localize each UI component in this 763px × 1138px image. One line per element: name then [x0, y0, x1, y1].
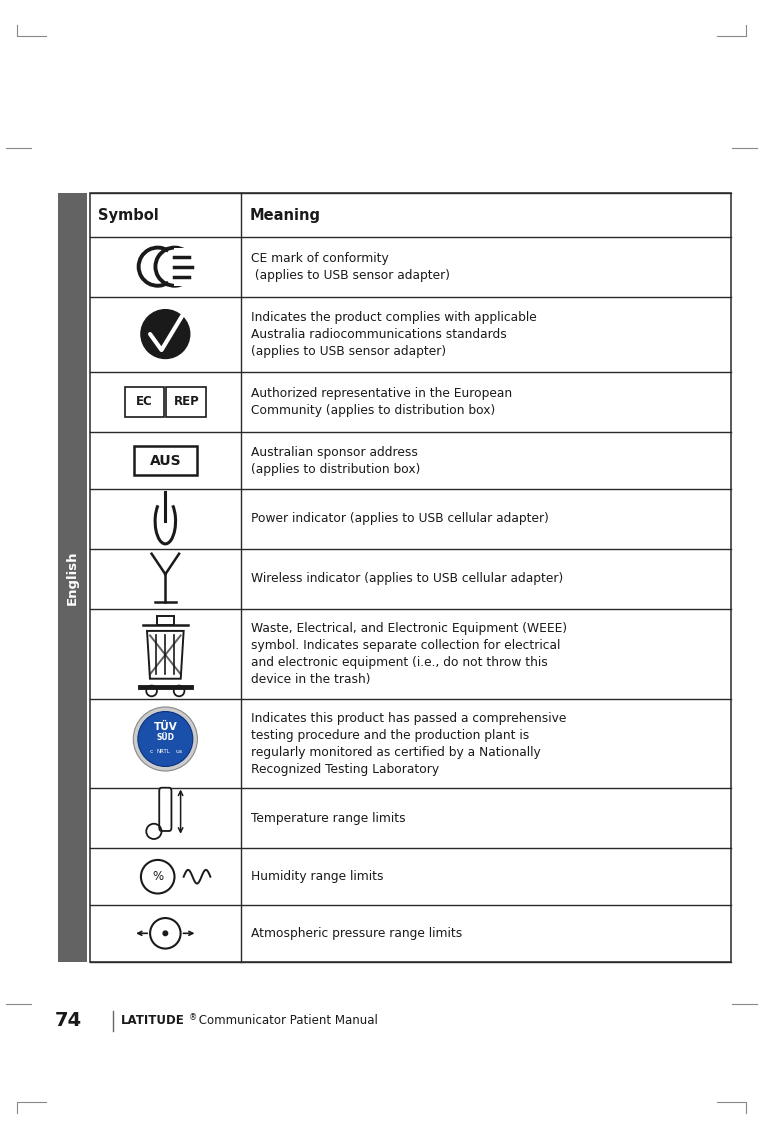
Text: Indicates the product complies with applicable
Australia radiocommunications sta: Indicates the product complies with appl… — [251, 311, 537, 357]
FancyBboxPatch shape — [58, 193, 87, 962]
Text: Australian sponsor address
(applies to distribution box): Australian sponsor address (applies to d… — [251, 446, 420, 476]
FancyBboxPatch shape — [134, 446, 197, 476]
Text: us: us — [175, 749, 182, 754]
Text: 74: 74 — [55, 1012, 82, 1030]
Text: Wireless indicator (applies to USB cellular adapter): Wireless indicator (applies to USB cellu… — [251, 572, 564, 585]
Text: Communicator Patient Manual: Communicator Patient Manual — [195, 1014, 378, 1028]
Text: Temperature range limits: Temperature range limits — [251, 811, 406, 825]
Text: Power indicator (applies to USB cellular adapter): Power indicator (applies to USB cellular… — [251, 512, 549, 526]
FancyBboxPatch shape — [175, 248, 198, 286]
Ellipse shape — [163, 931, 168, 935]
Text: Waste, Electrical, and Electronic Equipment (WEEE)
symbol. Indicates separate co: Waste, Electrical, and Electronic Equipm… — [251, 621, 568, 686]
Text: English: English — [66, 551, 79, 604]
Ellipse shape — [138, 711, 193, 767]
Text: CE mark of conformity
 (applies to USB sensor adapter): CE mark of conformity (applies to USB se… — [251, 251, 450, 282]
Text: SÜD: SÜD — [156, 733, 174, 742]
Text: NRTL: NRTL — [157, 749, 171, 754]
FancyBboxPatch shape — [157, 616, 174, 625]
Text: Indicates this product has passed a comprehensive
testing procedure and the prod: Indicates this product has passed a comp… — [251, 711, 567, 776]
FancyBboxPatch shape — [124, 387, 164, 417]
Text: Symbol: Symbol — [98, 207, 159, 223]
Text: Humidity range limits: Humidity range limits — [251, 871, 384, 883]
Text: TÜV: TÜV — [153, 721, 177, 732]
Text: Atmospheric pressure range limits: Atmospheric pressure range limits — [251, 926, 462, 940]
FancyBboxPatch shape — [159, 787, 172, 831]
Text: c: c — [150, 749, 153, 754]
Text: Meaning: Meaning — [250, 207, 320, 223]
Text: LATITUDE: LATITUDE — [121, 1014, 185, 1028]
Ellipse shape — [134, 707, 198, 772]
Text: EC: EC — [136, 395, 153, 409]
Text: REP: REP — [173, 395, 199, 409]
FancyBboxPatch shape — [166, 387, 206, 417]
Ellipse shape — [141, 310, 190, 358]
Text: ®: ® — [189, 1014, 198, 1022]
Text: %: % — [152, 871, 163, 883]
Text: AUS: AUS — [150, 454, 181, 468]
Text: Authorized representative in the European
Community (applies to distribution box: Authorized representative in the Europea… — [251, 387, 513, 417]
